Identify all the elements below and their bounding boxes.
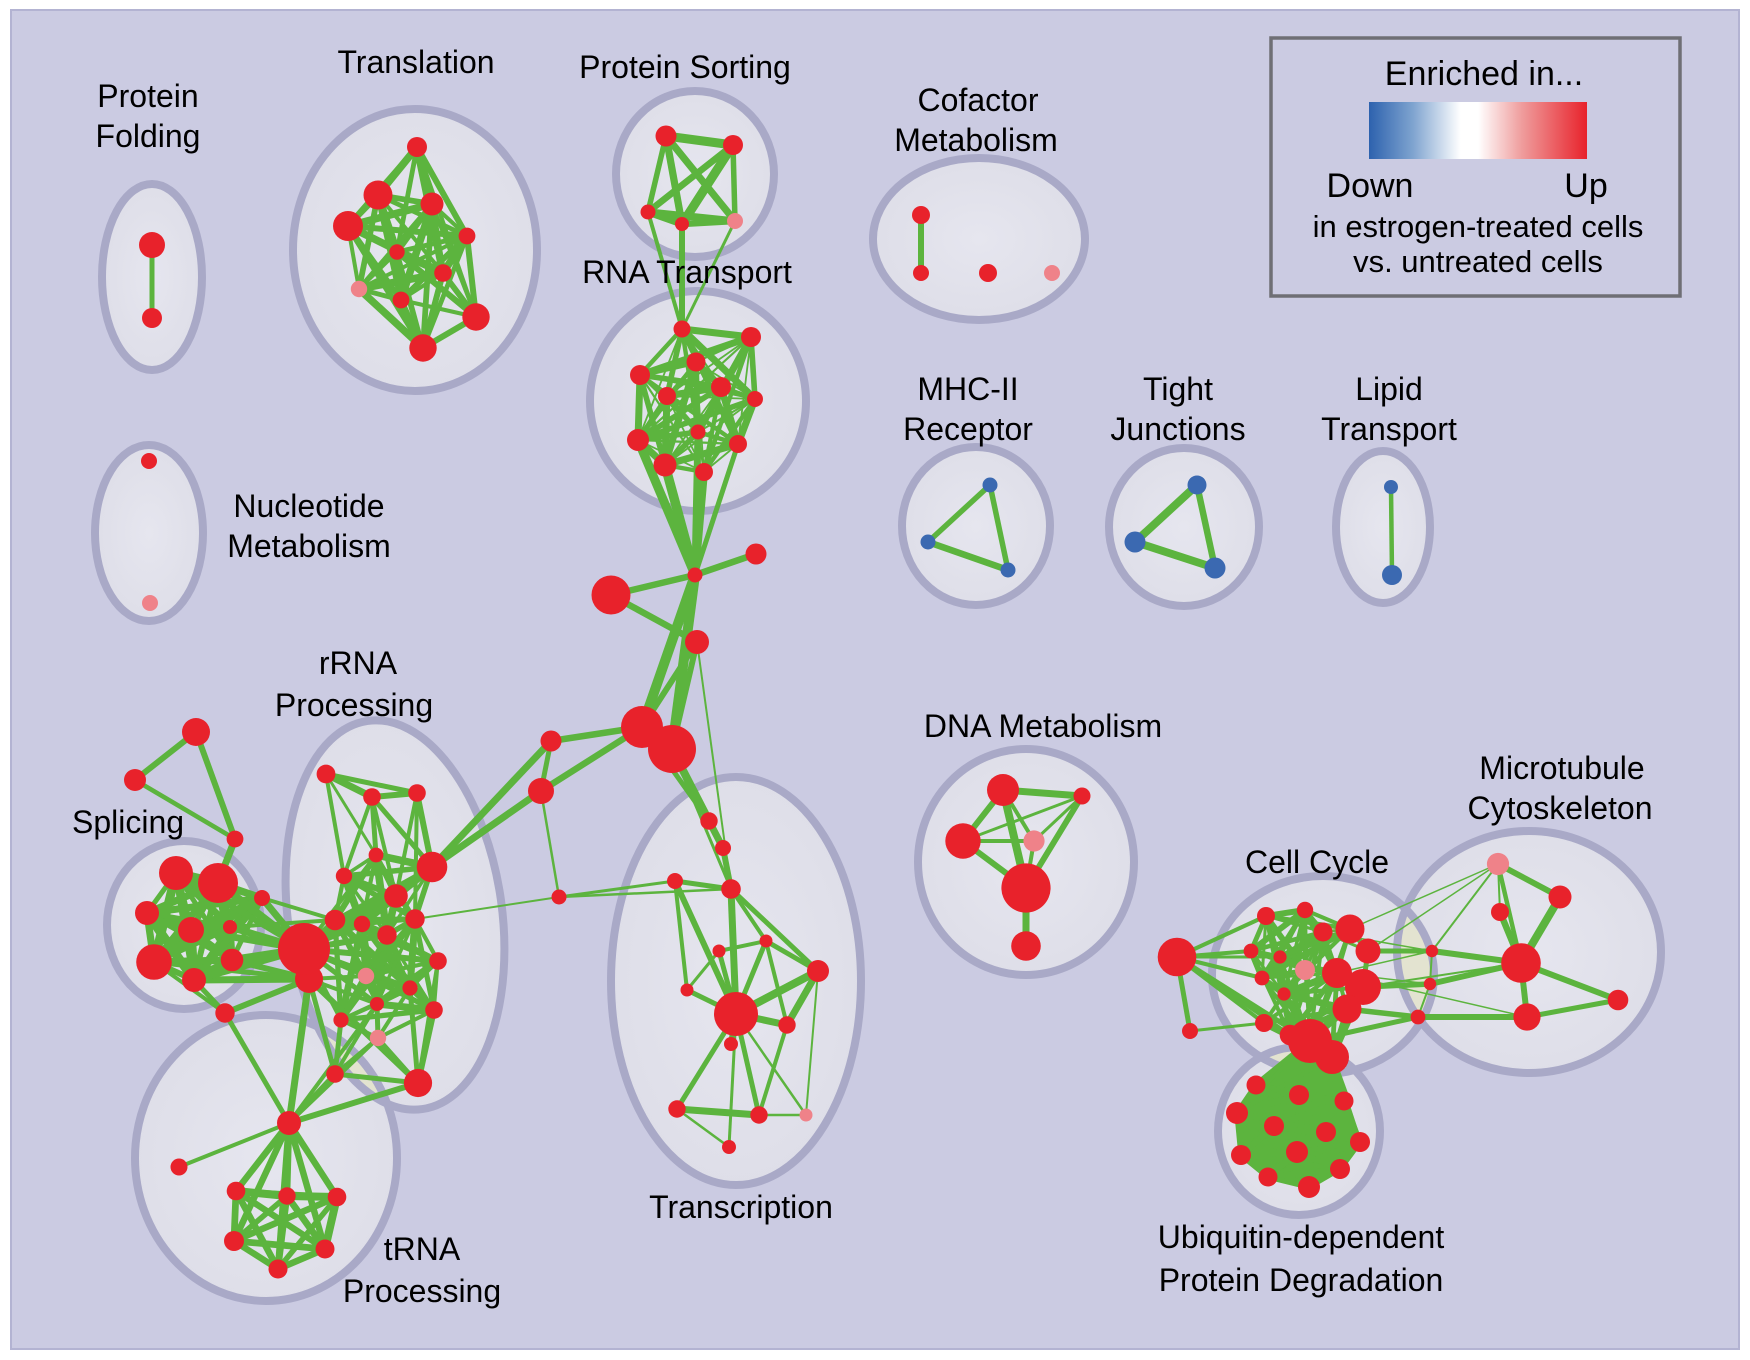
- svg-text:tRNA: tRNA: [384, 1231, 461, 1267]
- svg-text:Transcription: Transcription: [649, 1189, 833, 1225]
- svg-text:Transport: Transport: [1321, 411, 1457, 447]
- svg-text:Metabolism: Metabolism: [894, 122, 1058, 158]
- svg-text:Protein Sorting: Protein Sorting: [579, 49, 791, 85]
- svg-text:Microtubule: Microtubule: [1479, 750, 1644, 786]
- svg-text:Ubiquitin-dependent: Ubiquitin-dependent: [1158, 1219, 1445, 1255]
- svg-text:vs. untreated cells: vs. untreated cells: [1353, 244, 1603, 279]
- svg-text:Splicing: Splicing: [72, 804, 184, 840]
- svg-text:Protein: Protein: [97, 78, 198, 114]
- svg-text:Folding: Folding: [96, 118, 201, 154]
- svg-text:Protein Degradation: Protein Degradation: [1159, 1262, 1444, 1298]
- svg-text:Processing: Processing: [275, 687, 433, 723]
- svg-text:Down: Down: [1327, 167, 1414, 205]
- svg-text:rRNA: rRNA: [319, 645, 398, 681]
- svg-text:in estrogen-treated cells: in estrogen-treated cells: [1313, 209, 1644, 244]
- svg-text:Receptor: Receptor: [903, 411, 1033, 447]
- svg-text:Cell Cycle: Cell Cycle: [1245, 844, 1389, 880]
- svg-text:Up: Up: [1564, 167, 1607, 205]
- svg-text:Lipid: Lipid: [1355, 371, 1423, 407]
- svg-text:Tight: Tight: [1143, 371, 1213, 407]
- svg-text:Metabolism: Metabolism: [227, 528, 391, 564]
- svg-text:Processing: Processing: [343, 1273, 501, 1309]
- svg-text:Junctions: Junctions: [1110, 411, 1245, 447]
- svg-text:Cytoskeleton: Cytoskeleton: [1468, 790, 1653, 826]
- svg-text:Translation: Translation: [337, 44, 494, 80]
- svg-text:Cofactor: Cofactor: [918, 82, 1039, 118]
- svg-text:DNA Metabolism: DNA Metabolism: [924, 708, 1162, 744]
- svg-text:Enriched in...: Enriched in...: [1385, 55, 1583, 93]
- svg-text:RNA Transport: RNA Transport: [582, 254, 792, 290]
- svg-text:Nucleotide: Nucleotide: [233, 488, 384, 524]
- svg-text:MHC-II: MHC-II: [917, 371, 1018, 407]
